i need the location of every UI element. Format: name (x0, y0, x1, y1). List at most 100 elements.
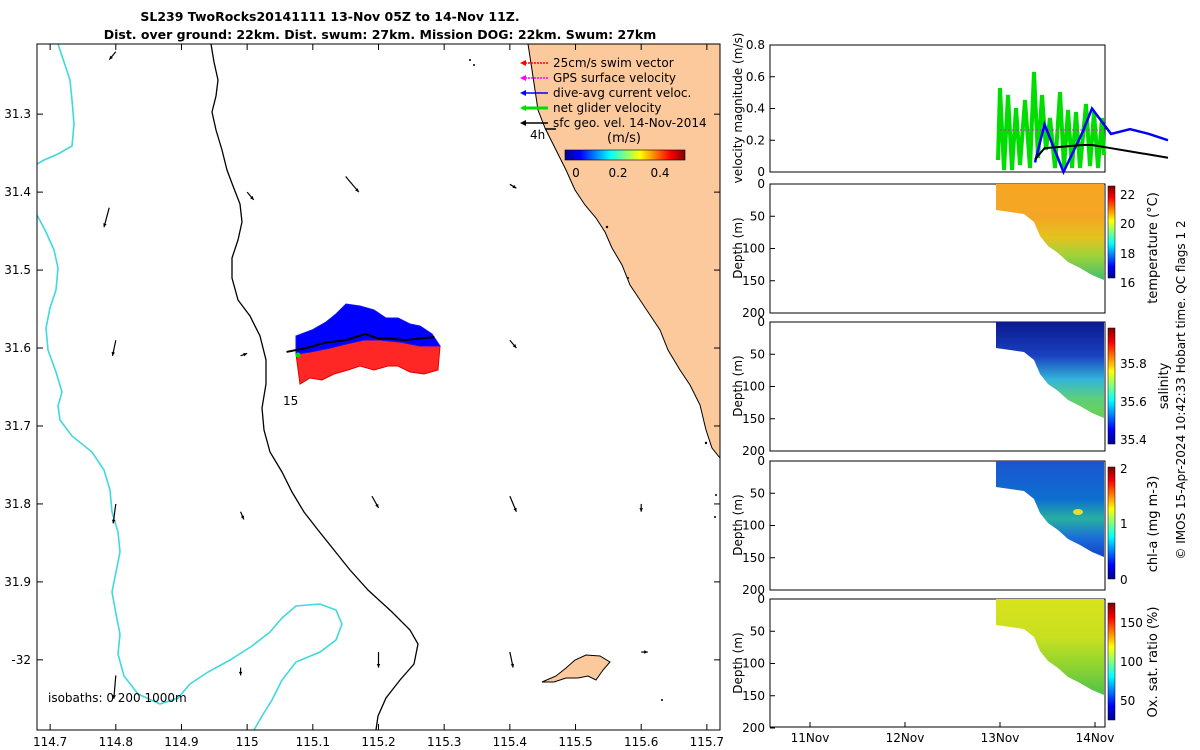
island (541, 654, 611, 683)
date-tick-label: 11Nov (791, 731, 830, 745)
geo-vector-head (111, 519, 116, 524)
depth-ylabel: Depth (m) (731, 355, 745, 416)
depth-tick-label: 200 (742, 306, 765, 320)
map-y-tick-label: 31.3 (4, 107, 31, 121)
geo-vector-head (240, 515, 245, 520)
oxygen-ticks: 50 100 150 (1120, 616, 1143, 708)
chart-title: SL239 TwoRocks20141111 13-Nov 05Z to 14-… (140, 9, 519, 24)
legend-arrowhead (520, 120, 526, 126)
velocity-ylabel: velocity magnitude (m/s) (731, 33, 745, 184)
date-tick-label: 14Nov (1076, 731, 1115, 745)
chla-field (996, 461, 1104, 557)
legend-arrowhead (520, 75, 526, 81)
legend-arrowhead (520, 105, 526, 111)
depth-tick-label: 150 (742, 689, 765, 703)
map-x-tick-label: 115.2 (361, 735, 395, 749)
svg-text:35.4: 35.4 (1120, 433, 1147, 447)
current-velocity-line (1033, 105, 1169, 176)
geo-vector-head (111, 351, 115, 356)
geo-vector-head (103, 223, 107, 228)
depth-tick-label: 150 (742, 274, 765, 288)
svg-text:150: 150 (1120, 616, 1143, 630)
speed-colorbar (564, 149, 686, 161)
map-x-tick-label: 115.3 (427, 735, 461, 749)
salinity-label: salinity (1157, 362, 1172, 409)
geo-vector-head (243, 353, 248, 357)
depth-tick-label: 0 (757, 315, 765, 329)
geo-vector (113, 675, 117, 699)
legend-arrowhead (520, 90, 526, 96)
legend-label: net glider velocity (553, 101, 661, 115)
map-panel: 114.7 114.8 114.9 115 115.1 115.2 115.3 115.4 11… (4, 43, 724, 749)
depth-tick-label: 150 (742, 412, 765, 426)
map-y-tick-label: -32 (11, 653, 31, 667)
isobath-200m (210, 44, 419, 730)
section-panels: temperature (°C) 16 18 20 22 salinity 35… (731, 177, 1172, 735)
velocity-panel: 0 0.2 0.4 0.6 0.8 velocity magnitude (m/s) (731, 33, 1169, 184)
legend-label: sfc geo. vel. 14-Nov-2014 (553, 116, 707, 130)
svg-text:20: 20 (1120, 217, 1135, 231)
geo-vector-head (513, 507, 517, 512)
svg-text:35.8: 35.8 (1120, 357, 1147, 371)
depth-tick-label: 50 (750, 486, 765, 500)
velocity-tick-label: 0.4 (746, 102, 765, 116)
svg-text:18: 18 (1120, 247, 1135, 261)
chla-panel: chl-a (mg m-3) 0 1 2 (769, 460, 1161, 591)
depth-tick-label: 100 (742, 242, 765, 256)
svg-text:22: 22 (1120, 188, 1135, 202)
land-area (527, 44, 720, 459)
geo-vector-head (375, 503, 379, 508)
map-y-tick-label: 31.4 (4, 185, 31, 199)
temperature-label: temperature (°C) (1146, 192, 1161, 304)
glider-track (286, 332, 435, 353)
geo-velocity-line (1034, 144, 1169, 160)
map-y-tick-label: 31.7 (4, 419, 31, 433)
depth-tick-label: 150 (742, 551, 765, 565)
date-ticks: 11Nov 12Nov 13Nov 14Nov (791, 722, 1115, 745)
depth-tick-label: 50 (750, 347, 765, 361)
isobaths-label: isobaths: 0 200 1000m (48, 691, 187, 705)
map-x-tick-label: 114.9 (164, 735, 198, 749)
map-y-tick-label: 31.9 (4, 575, 31, 589)
legend-label: GPS surface velocity (553, 71, 676, 85)
isobath-1000m (37, 44, 343, 730)
legend-arrowhead (520, 60, 526, 66)
colorbar-tick-2: 0.4 (650, 166, 669, 180)
chla-label: chl-a (mg m-3) (1146, 476, 1161, 573)
map-x-tick-label: 115.7 (690, 735, 724, 749)
temperature-panel: temperature (°C) 16 18 20 22 (769, 183, 1161, 314)
depth-tick-label: 100 (742, 519, 765, 533)
salinity-field (996, 322, 1104, 418)
depth-tick-label: 0 (757, 454, 765, 468)
depth-ticks: 0 50 100 150 200 Depth (m) 0 50 100 150 200 Depth (… (731, 177, 775, 735)
credit-note: © IMOS 15-Apr-2024 10:42:33 Hobart time.… (1174, 220, 1188, 559)
salinity-ticks: 35.4 35.6 35.8 (1120, 357, 1147, 447)
map-y-ticks: 31.3 31.4 31.5 31.6 31.7 31.8 31.9 -32 (4, 107, 720, 667)
legend-label: dive-avg current veloc. (553, 86, 691, 100)
map-x-tick-label: 115.5 (558, 735, 592, 749)
map-x-tick-label: 115.1 (296, 735, 330, 749)
velocity-tick-label: 0.6 (746, 70, 765, 84)
svg-text:35.6: 35.6 (1120, 395, 1147, 409)
geo-vector-head (512, 184, 517, 189)
geo-vector-head (376, 664, 381, 668)
oxygen-field (996, 599, 1104, 695)
depth-tick-label: 0 (757, 592, 765, 606)
depth-tick-label: 200 (742, 444, 765, 458)
temperature-ticks: 16 18 20 22 (1120, 188, 1135, 290)
geo-vector-head (639, 508, 643, 512)
salinity-panel: salinity 35.4 35.6 35.8 (769, 321, 1172, 452)
geo-vector-head (355, 188, 359, 193)
depth-tick-label: 100 (742, 380, 765, 394)
velocity-tick-label: 0.2 (746, 133, 765, 147)
map-y-tick-label: 31.5 (4, 263, 31, 277)
oxygen-label: Ox. sat. ratio (%) (1146, 607, 1161, 718)
chla-ticks: 0 1 2 (1120, 462, 1128, 587)
depth-tick-label: 100 (742, 657, 765, 671)
map-x-tick-label: 114.8 (99, 735, 133, 749)
temperature-field (996, 184, 1104, 280)
velocity-tick-label: 0.8 (746, 38, 765, 52)
map-x-tick-label: 115 (236, 735, 259, 749)
